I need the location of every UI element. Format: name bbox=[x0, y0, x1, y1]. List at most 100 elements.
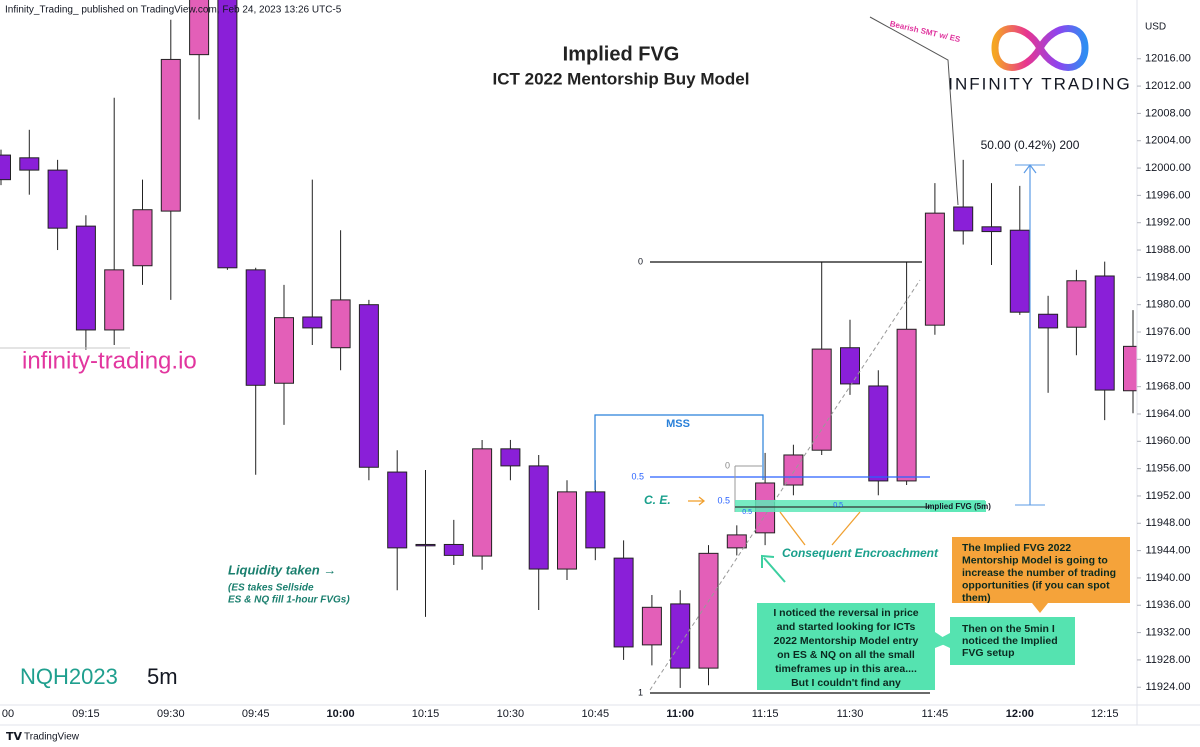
candle-body bbox=[387, 471, 408, 549]
note-line: Liquidity taken → bbox=[228, 562, 336, 577]
candle-body bbox=[613, 557, 634, 648]
note-line: noticed the Implied bbox=[962, 635, 1058, 647]
note-line: on ES & NQ on all the small bbox=[777, 649, 915, 661]
y-tick-label: 12012.00 bbox=[1145, 80, 1191, 92]
note-line: I noticed the reversal in price bbox=[773, 607, 918, 619]
x-tick-label: 10:00 bbox=[327, 708, 355, 720]
candle-body bbox=[0, 154, 11, 181]
y-tick-label: 11964.00 bbox=[1145, 408, 1190, 420]
candle-body bbox=[528, 465, 549, 570]
note-line: But I couldn't find any bbox=[791, 677, 901, 689]
candle-body bbox=[245, 269, 266, 386]
fvg-zone bbox=[735, 500, 985, 512]
ce-arrow-head bbox=[698, 496, 706, 506]
note-line: 2022 Mentorship Model entry bbox=[774, 635, 919, 647]
candle-body bbox=[953, 206, 974, 232]
y-tick-label: 11976.00 bbox=[1145, 326, 1190, 338]
fib-trend bbox=[649, 279, 921, 691]
callout-model bbox=[952, 537, 1130, 613]
x-tick-label: 00 bbox=[2, 708, 14, 720]
header: Infinity_Trading_ published on TradingVi… bbox=[5, 5, 342, 16]
mss-line bbox=[594, 414, 764, 490]
chart-title: Implied FVG bbox=[563, 43, 680, 65]
interval: 5m bbox=[147, 664, 178, 689]
fvg-label: Implied FVG (5m) bbox=[925, 502, 991, 511]
candle-body bbox=[1066, 280, 1087, 328]
y-tick-label: 11996.00 bbox=[1145, 189, 1190, 201]
x-tick-label: 12:15 bbox=[1091, 708, 1119, 720]
x-tick-label: 09:15 bbox=[72, 708, 100, 720]
candle-body bbox=[811, 348, 832, 451]
note-line: Then on the 5min I bbox=[962, 623, 1055, 635]
ce-pointer bbox=[831, 511, 861, 546]
drawings bbox=[0, 16, 1130, 694]
y-tick-label: 12016.00 bbox=[1145, 53, 1191, 65]
y-tick-label: 11988.00 bbox=[1145, 244, 1190, 256]
x-tick-label: 11:45 bbox=[922, 708, 949, 720]
candle-body bbox=[840, 347, 860, 385]
candle-body bbox=[981, 226, 1002, 233]
note-line: The Implied FVG 2022 bbox=[962, 542, 1071, 554]
y-tick-label: 11984.00 bbox=[1145, 271, 1190, 283]
y-tick-label: 12000.00 bbox=[1145, 162, 1191, 174]
y-tick-label: 11972.00 bbox=[1145, 353, 1190, 365]
candle-body bbox=[189, 0, 210, 56]
candle-body bbox=[585, 491, 606, 549]
y-tick-label: 11924.00 bbox=[1145, 681, 1190, 693]
y-tick-label: 11948.00 bbox=[1145, 517, 1190, 529]
candle-body bbox=[47, 169, 68, 229]
callout-reversal bbox=[757, 603, 950, 690]
candle-body bbox=[896, 328, 917, 482]
reversal-arrow-head bbox=[761, 554, 775, 568]
candle-body bbox=[557, 491, 577, 570]
candles bbox=[0, 0, 1137, 688]
fib-label: 0.5 bbox=[631, 471, 644, 481]
x-tick-label: 09:45 bbox=[242, 708, 270, 720]
y-tick-label: 11952.00 bbox=[1145, 490, 1190, 502]
candle-body bbox=[274, 317, 294, 384]
candle-body bbox=[358, 304, 379, 468]
candle-body bbox=[924, 212, 945, 326]
x-tick-label: 09:30 bbox=[157, 708, 185, 720]
candle-body bbox=[415, 543, 436, 547]
y-tick-label: 11968.00 bbox=[1145, 381, 1190, 393]
x-tick-label: 11:15 bbox=[752, 708, 779, 720]
candle-body bbox=[1009, 229, 1030, 313]
note-line: ES & NQ fill 1-hour FVGs) bbox=[228, 595, 350, 606]
measure-label: 50.00 (0.42%) 200 bbox=[981, 138, 1080, 152]
candle-body bbox=[500, 448, 521, 467]
y-tick-label: 11944.00 bbox=[1145, 545, 1190, 557]
candle-body bbox=[1123, 345, 1137, 392]
note-line: Mentorship Model is going to bbox=[962, 554, 1108, 566]
candle-body bbox=[868, 385, 889, 482]
fib-label: 0.5 bbox=[717, 495, 730, 505]
logo-text: INFINITY TRADING bbox=[948, 74, 1131, 93]
x-tick-label: 11:30 bbox=[837, 708, 864, 720]
fib-label: 0 bbox=[725, 460, 730, 470]
y-tick-label: 11940.00 bbox=[1145, 572, 1190, 584]
footer-logo: 𝗧𝗩 bbox=[6, 731, 23, 743]
ce-pointer bbox=[779, 511, 806, 546]
candle-body bbox=[302, 316, 323, 329]
candle-body bbox=[443, 543, 464, 556]
note-line: and started looking for ICTs bbox=[777, 621, 916, 633]
x-tick-label: 10:15 bbox=[412, 708, 440, 720]
y-tick-label: 12004.00 bbox=[1145, 135, 1191, 147]
candle-body bbox=[19, 157, 40, 171]
y-tick-label: 11960.00 bbox=[1145, 435, 1190, 447]
website: infinity-trading.io bbox=[22, 347, 197, 374]
note-line: (ES takes Sellside bbox=[228, 583, 314, 594]
candle-body bbox=[160, 58, 181, 212]
smt-line bbox=[869, 16, 959, 206]
fvg-label-box bbox=[930, 501, 986, 512]
candle-body bbox=[104, 269, 125, 331]
candle-body bbox=[698, 552, 719, 669]
callout-5min bbox=[935, 617, 1075, 665]
y-tick-label: 11928.00 bbox=[1145, 654, 1190, 666]
mss-label: MSS bbox=[666, 418, 690, 430]
candle-body bbox=[330, 299, 351, 349]
y-tick-label: 11980.00 bbox=[1145, 299, 1190, 311]
note-line: FVG setup bbox=[962, 647, 1015, 659]
candle-body bbox=[75, 225, 96, 331]
